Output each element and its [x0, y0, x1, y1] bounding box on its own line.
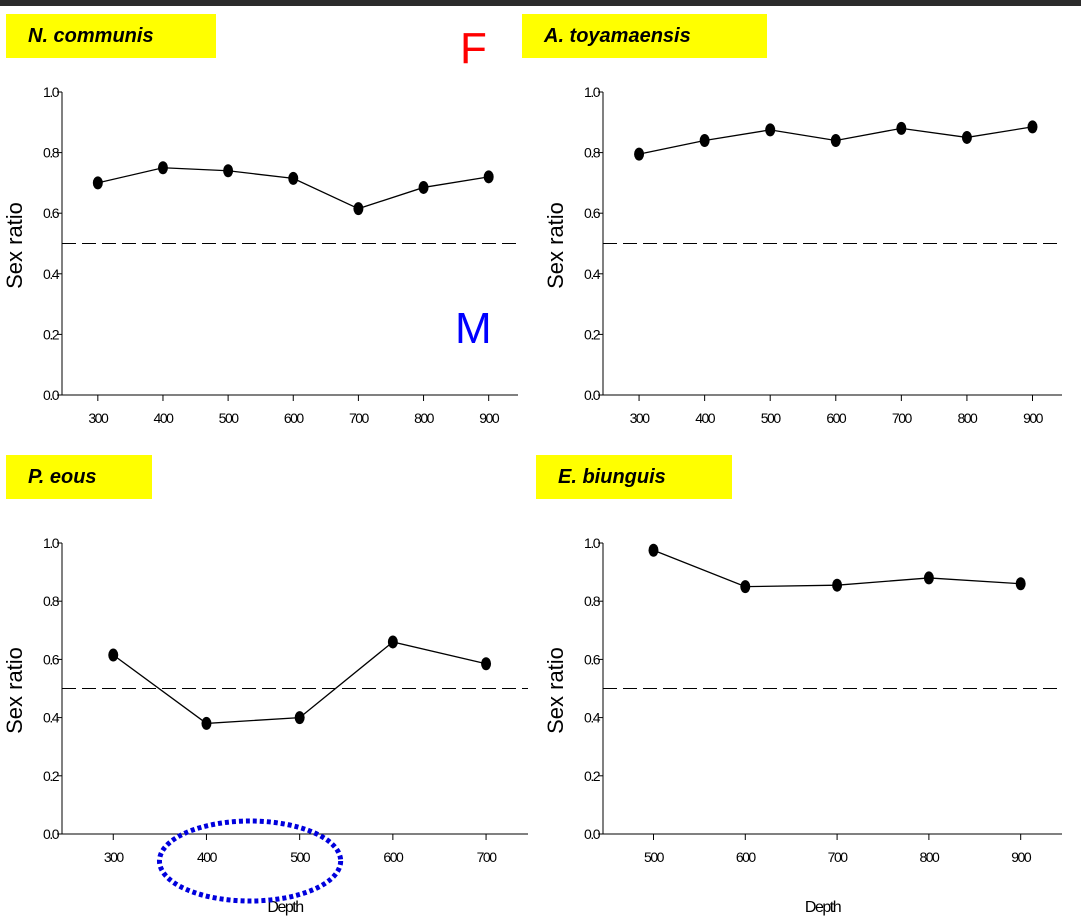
panel-3-x-tick-label: 700 — [477, 849, 498, 865]
panel-2-y-tick-label: 0.6 — [584, 205, 601, 221]
panel-2-y-axis-label: Sex ratio — [543, 202, 568, 289]
panel-1-data-point — [418, 180, 429, 194]
panel-4-y-tick-label: 0.4 — [584, 710, 601, 726]
panel-4-x-tick-label: 500 — [644, 849, 665, 865]
panel-2-x-tick-label: 600 — [826, 410, 847, 426]
panel-3-x-tick-label: 600 — [383, 849, 404, 865]
panel-2-y-tick-label: 0.2 — [584, 326, 601, 342]
panel-1-x-tick-label: 600 — [284, 410, 305, 426]
panel-4-data-point — [740, 580, 751, 594]
panel-4-y-tick-label: 0.8 — [584, 593, 601, 609]
panel-4-x-axis-label: Depth — [805, 899, 841, 916]
panel-2-y-tick-label: 0.0 — [584, 387, 601, 403]
panel-1-y-tick-label: 0.6 — [43, 205, 60, 221]
panel-1-data-point — [483, 170, 494, 184]
panel-3-data-point — [294, 711, 305, 725]
panel-1-data-point — [157, 161, 168, 175]
panel-1-y-tick-label: 0.2 — [43, 326, 60, 342]
panel-1-x-tick-label: 800 — [414, 410, 435, 426]
panel-4-x-tick-label: 700 — [828, 849, 849, 865]
panel-3-title: P. eous — [6, 455, 152, 499]
panel-1-data-point — [223, 164, 234, 178]
panel-1-x-tick-label: 300 — [88, 410, 109, 426]
male-annotation: M — [455, 304, 492, 353]
panel-3-x-tick-label: 300 — [104, 849, 125, 865]
panel-1-data-point — [353, 202, 364, 216]
panel-3-x-tick-label: 500 — [290, 849, 311, 865]
panel-4-y-tick-label: 0.2 — [584, 768, 601, 784]
panel-3-y-tick-label: 1.0 — [43, 535, 60, 551]
panel-2-data-point — [830, 133, 841, 147]
panel-4-x-tick-label: 800 — [919, 849, 940, 865]
panel-2-data-point — [765, 123, 776, 137]
panel-2-x-tick-label: 300 — [630, 410, 651, 426]
panel-4-y-tick-label: 0.6 — [584, 651, 601, 667]
top-bar — [0, 0, 1081, 6]
panel-1-data-point — [92, 176, 103, 190]
panel-2-x-tick-label: 500 — [761, 410, 782, 426]
panel-1-x-tick-label: 400 — [154, 410, 175, 426]
panel-4-data-point — [923, 571, 934, 585]
panel-3-data-point — [201, 716, 212, 730]
panel-1-y-tick-label: 0.4 — [43, 266, 60, 282]
panel-3-y-tick-label: 0.8 — [43, 593, 60, 609]
panel-3-highlight-ellipse — [156, 818, 344, 904]
panel-4-x-tick-label: 900 — [1011, 849, 1032, 865]
panel-3-y-axis-label: Sex ratio — [2, 647, 27, 734]
panel-3-y-tick-label: 0.6 — [43, 651, 60, 667]
panel-4-data-point — [1015, 577, 1026, 591]
panel-4-x-tick-label: 600 — [736, 849, 757, 865]
panel-2-y-tick-label: 1.0 — [584, 84, 601, 100]
panel-2-x-tick-label: 700 — [892, 410, 913, 426]
panel-2-x-tick-label: 400 — [695, 410, 716, 426]
panel-1-x-tick-label: 700 — [349, 410, 370, 426]
panel-2-title: A. toyamaensis — [522, 14, 767, 58]
panel-3-data-point — [481, 657, 492, 671]
panel-1-title: N. communis — [6, 14, 216, 58]
panel-2-data-point — [961, 130, 972, 144]
panel-3-y-tick-label: 0.0 — [43, 826, 60, 842]
panel-4-y-tick-label: 0.0 — [584, 826, 601, 842]
panel-2-data-point — [634, 147, 645, 161]
panel-2-y-tick-label: 0.8 — [584, 145, 601, 161]
panel-1-y-axis-label: Sex ratio — [2, 202, 27, 289]
panel-1-x-tick-label: 500 — [219, 410, 240, 426]
panel-3-data-point — [108, 648, 119, 662]
panel-1-data-point — [288, 171, 299, 185]
panel-3-x-tick-label: 400 — [197, 849, 218, 865]
panel-2-data-point — [896, 121, 907, 135]
panel-4-title: E. biunguis — [536, 455, 732, 499]
panel-4-data-point — [832, 578, 843, 592]
panel-2-data-point — [1027, 120, 1038, 134]
panel-3-y-tick-label: 0.4 — [43, 710, 60, 726]
panel-4-y-axis-label: Sex ratio — [543, 647, 568, 734]
panel-3-data-point — [387, 635, 398, 649]
panel-1-y-tick-label: 0.0 — [43, 387, 60, 403]
panel-2-x-tick-label: 900 — [1023, 410, 1044, 426]
panel-3-x-axis-label: Depth — [267, 899, 303, 916]
panel-4-y-tick-label: 1.0 — [584, 535, 601, 551]
panel-2-x-tick-label: 800 — [957, 410, 978, 426]
panel-1-y-tick-label: 1.0 — [43, 84, 60, 100]
female-annotation: F — [460, 24, 487, 73]
panel-2-y-tick-label: 0.4 — [584, 266, 601, 282]
panel-3-y-tick-label: 0.2 — [43, 768, 60, 784]
panel-2-data-point — [699, 133, 710, 147]
panel-4-data-point — [648, 543, 659, 557]
panel-1-x-tick-label: 900 — [479, 410, 500, 426]
panel-1-y-tick-label: 0.8 — [43, 145, 60, 161]
